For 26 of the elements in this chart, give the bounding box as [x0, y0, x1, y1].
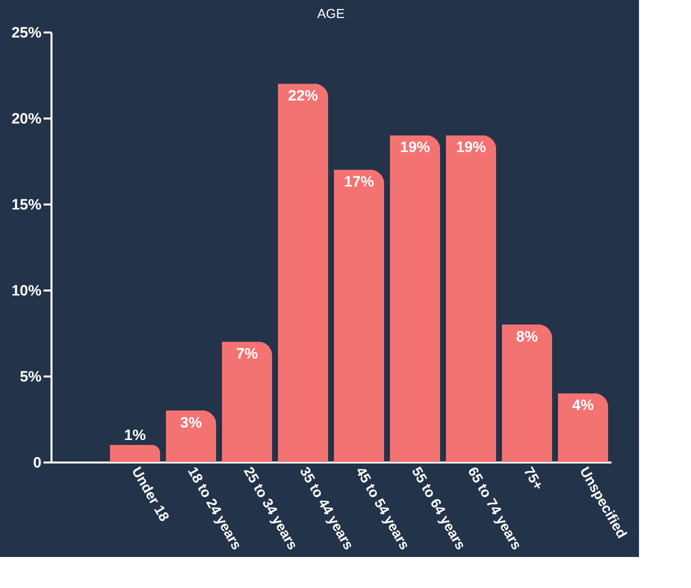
bar	[166, 410, 216, 462]
data-label: 19%	[400, 139, 430, 156]
x-tick-label: 75+	[520, 464, 547, 493]
y-tick-label: 5%	[20, 368, 42, 386]
data-label: 3%	[180, 414, 202, 432]
data-label: 19%	[456, 139, 486, 156]
y-tick-label: 20%	[11, 110, 42, 128]
bar	[502, 324, 552, 462]
data-label: 7%	[236, 346, 258, 363]
data-label: 8%	[516, 328, 538, 346]
y-tick-label: 0	[33, 454, 42, 472]
data-label: 22%	[288, 88, 318, 105]
bar	[278, 84, 328, 462]
data-label: 4%	[572, 397, 594, 414]
bar	[446, 135, 496, 462]
bar	[110, 444, 160, 462]
data-label: 17%	[344, 174, 374, 191]
data-label: 1%	[124, 426, 146, 444]
bar	[334, 170, 384, 462]
bar	[558, 393, 608, 462]
bar	[222, 342, 272, 462]
bar	[390, 135, 440, 462]
y-tick-label: 10%	[11, 282, 42, 300]
chart-title: AGE	[317, 6, 346, 21]
y-tick-label: 15%	[11, 196, 42, 214]
y-tick-label: 25%	[11, 24, 42, 42]
